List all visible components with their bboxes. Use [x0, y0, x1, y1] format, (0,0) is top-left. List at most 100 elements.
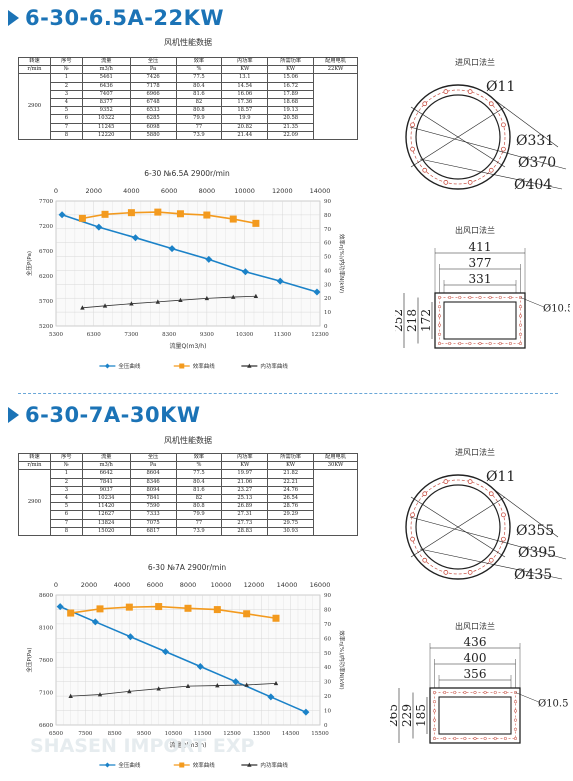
bolt-hole	[422, 167, 428, 173]
width-dimension: 331	[469, 272, 492, 286]
chart-top-tick-label: 6000	[161, 187, 178, 195]
bolt-hole	[437, 323, 442, 327]
bolt-hole	[501, 512, 506, 518]
bolt-hole	[518, 332, 523, 336]
table-cell: 79.9	[175, 510, 223, 520]
table-cell: 27.73	[221, 518, 269, 528]
table-cell: 13.1	[221, 73, 269, 83]
bolt-dimension: Ø11	[486, 469, 515, 485]
chart-x-tick-label: 9300	[200, 332, 214, 338]
table-header-cell: KW	[221, 461, 269, 471]
table-row: 8 15020 6817 73.9 28.83 30.93	[19, 526, 358, 537]
chart-y2-tick-label: 0	[324, 723, 328, 729]
bolt-hole	[448, 341, 452, 346]
table-header-cell: 所需功率	[267, 452, 315, 463]
table-cell: 30.93	[267, 526, 315, 537]
bolt-hole	[432, 727, 437, 731]
chart-x-tick-label: 12500	[223, 731, 241, 737]
data-point	[127, 209, 135, 217]
table-header-cell: 序号	[49, 56, 83, 67]
series-line	[70, 605, 277, 620]
bolt-hole	[468, 295, 472, 300]
table-cell: 12220	[81, 130, 131, 141]
chart-y-tick-label: 6700	[39, 249, 53, 255]
chart-y-tick-label: 5700	[39, 299, 53, 305]
legend-label: 内功率曲线	[260, 761, 288, 769]
table-header-cell: KW	[267, 461, 315, 471]
series-line	[82, 295, 256, 309]
table-cell: 8346	[129, 477, 177, 487]
chart-y-tick-label: 8600	[39, 593, 53, 599]
bolt-hole	[478, 341, 482, 346]
section2-outlet-label: 出风口法兰	[455, 622, 495, 631]
table-cell: 3	[49, 485, 83, 496]
bolt-hole	[467, 479, 473, 484]
bolt-hole	[432, 690, 437, 695]
bolt-hole	[518, 305, 523, 309]
table-cell: 16.72	[267, 81, 315, 91]
table-cell: 22.21	[267, 477, 315, 487]
section2-outlet-flange-drawing: 436 400 356 265 229 185 Ø10.5	[390, 635, 568, 744]
data-point	[56, 603, 64, 611]
table-header-cell: №	[49, 65, 83, 75]
bolt-hole	[473, 736, 477, 741]
bolt-circle-diameter: Ø370	[518, 155, 556, 171]
chart-y-tick-label: 7200	[39, 224, 53, 230]
table-cell: 2	[49, 477, 83, 487]
table-header-cell: 序号	[49, 452, 83, 463]
legend-label: 内功率曲线	[260, 362, 288, 370]
bolt-hole	[501, 146, 506, 152]
data-point	[91, 618, 99, 626]
bolt-hole	[443, 736, 447, 741]
dimension-line	[515, 692, 541, 703]
bolt-hole	[503, 736, 507, 741]
data-point	[252, 219, 260, 227]
chart-x-tick-label: 12300	[311, 332, 329, 338]
data-point	[156, 686, 161, 691]
chart-y2-tick-label: 50	[324, 255, 331, 261]
table-cell: 15020	[81, 526, 131, 537]
table-cell: 81.6	[175, 89, 223, 100]
section2-inlet-label: 进风口法兰	[455, 448, 495, 457]
chart-top-tick-label: 4000	[114, 581, 131, 589]
table-cell: 20.82	[221, 122, 269, 132]
table-row: 3 9037 8094 81.6 23.27 24.76	[19, 485, 358, 496]
bolt-hole	[488, 341, 492, 346]
chart-y2-tick-label: 10	[324, 310, 331, 316]
table-cell: 82	[175, 494, 223, 504]
table-cell: 7426	[129, 73, 177, 83]
section2-heading: 6-30-7A-30KW	[8, 403, 201, 427]
table-header-cell: 转速	[18, 56, 51, 67]
section2-chart: 6-30 №7A 2900r/min 0 2000 4000 6000 8000 10000…	[18, 560, 356, 775]
table-row: 3 7407 6966 81.6 16.06 17.89	[19, 89, 358, 100]
data-point	[185, 683, 191, 688]
table-cell: 7841	[81, 477, 131, 487]
legend-marker	[104, 363, 110, 369]
section1-inlet-flange-drawing: Ø11 Ø331 Ø370 Ø404	[405, 79, 567, 193]
data-point	[58, 211, 66, 219]
table-header-cell: KW	[221, 65, 269, 75]
table-header-cell: 流量	[81, 452, 131, 463]
chart-top-tick-label: 14000	[310, 187, 331, 195]
data-point	[244, 682, 249, 687]
chart-top-tick-label: 14000	[277, 581, 298, 589]
bolt-hole	[493, 736, 497, 741]
table-cell: 14.54	[221, 81, 269, 91]
chart-y2-tick-label: 80	[324, 607, 331, 613]
data-point	[272, 614, 280, 622]
table-cell: 5461	[81, 73, 131, 83]
legend-marker	[247, 762, 252, 767]
bolt-hole	[508, 341, 512, 346]
table-cell: 24.76	[267, 485, 315, 496]
data-point	[215, 683, 220, 688]
chart-x-axis-title: 流量Q(m3/h)	[170, 342, 207, 350]
table-header-cell: 所需功率	[267, 56, 315, 67]
bolt-hole	[513, 727, 518, 731]
data-point	[126, 633, 134, 641]
chart-y2-tick-label: 60	[324, 241, 331, 247]
data-point	[205, 255, 213, 263]
height-dimension: 172	[419, 309, 433, 332]
data-point	[67, 609, 75, 617]
bolt-hole	[437, 332, 442, 336]
